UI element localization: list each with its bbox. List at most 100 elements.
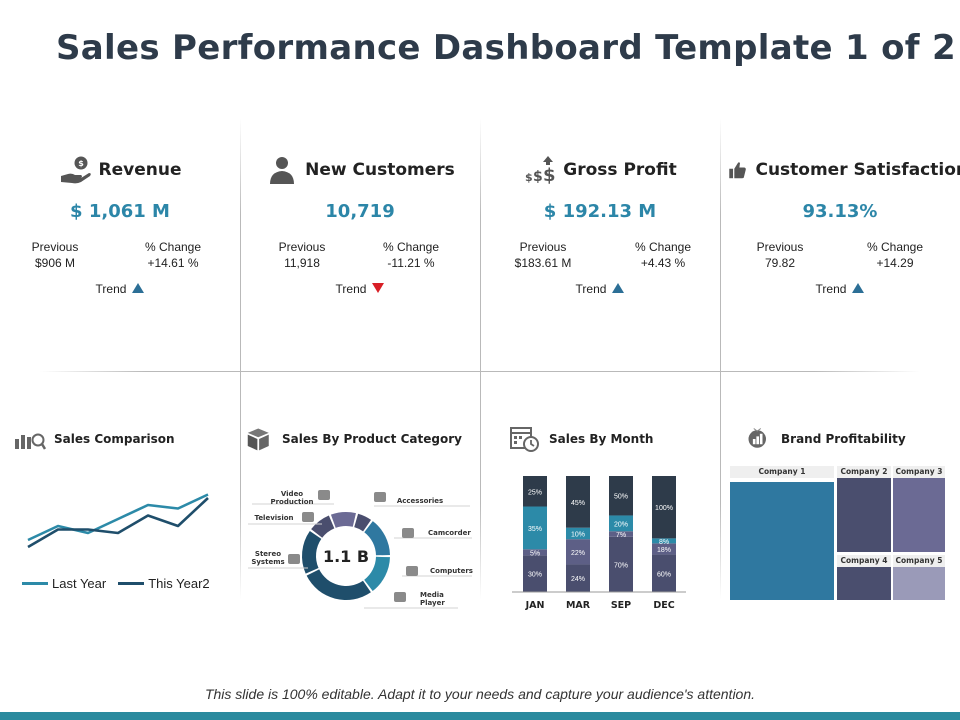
- treemap-company-4: Company 4: [837, 555, 891, 600]
- video-camera-icon: [318, 490, 330, 500]
- company-label: Company 2: [837, 466, 891, 478]
- legend-swatch: [118, 582, 145, 585]
- bar-segment: [652, 543, 676, 555]
- person-icon: [270, 157, 295, 184]
- change-value: +14.61 %: [147, 256, 199, 270]
- sales-by-month-chart: 30% 5% 35% 25% JAN 24% 22% 10% 45% MAR 70% 7% 20% 50%…: [512, 476, 686, 611]
- bulb-chart-icon: [748, 428, 766, 448]
- donut-slice: [311, 515, 335, 538]
- bar-value-label: 35%: [528, 526, 542, 533]
- month-tick-label: MAR: [566, 600, 591, 611]
- series-line-last-year: [27, 493, 209, 542]
- donut-slice: [364, 556, 390, 591]
- donut-center-label: 1.1 B: [323, 547, 369, 566]
- sales-comparison-chart: [27, 493, 209, 549]
- divider: [240, 118, 241, 600]
- panel-title: Sales By Product Category: [282, 432, 462, 446]
- bar-segment: [523, 549, 547, 556]
- brand-profitability-treemap: Company 1 Company 2 Company 3 Company 4 …: [730, 466, 945, 600]
- previous-value: $906 M: [34, 256, 76, 270]
- calendar-clock-icon: [510, 427, 539, 452]
- sales-by-category-chart: 1.1 B Video Production Television Stereo Syst…: [248, 490, 473, 609]
- trend-label: Trend: [95, 282, 127, 296]
- legend-this-year: This Year2: [148, 576, 210, 591]
- category-label: Stereo Systems: [251, 550, 284, 566]
- bar-segment: [609, 536, 633, 592]
- donut-slice: [306, 569, 371, 600]
- svg-text:$: $: [78, 159, 84, 168]
- bar-segment: [523, 476, 547, 507]
- previous-label: Previous: [519, 240, 567, 254]
- change-label: % Change: [382, 240, 440, 254]
- company-label: Company 1: [730, 466, 834, 478]
- legend-last-year: Last Year: [52, 576, 107, 591]
- previous-label: Previous: [278, 240, 326, 254]
- bar-value-label: 70%: [614, 562, 628, 569]
- trend-up-icon: [852, 283, 865, 293]
- bar-segment: [652, 476, 676, 539]
- chart-legend: Last Year This Year2: [22, 576, 210, 591]
- category-label: Camcorder: [428, 529, 471, 537]
- kpi-title: Revenue: [98, 160, 182, 180]
- change-value: -11.21 %: [387, 256, 435, 270]
- divider: [480, 118, 481, 600]
- donut-slice: [354, 513, 372, 532]
- previous-label: Previous: [31, 240, 79, 254]
- panel-header: Sales By Month: [509, 425, 653, 453]
- trend-down-icon: [372, 283, 385, 293]
- treemap-block: [837, 478, 891, 552]
- thumbs-up-icon: [729, 162, 746, 179]
- kpi-gross-profit: $ $ $ Gross Profit $ 192.13 M Previous $1…: [480, 150, 720, 310]
- bar-value-label: 25%: [528, 489, 542, 496]
- bar-segment: [566, 539, 590, 565]
- panel-title: Sales Comparison: [54, 432, 175, 446]
- footer-bar: [0, 712, 960, 720]
- series-line-this-year: [27, 497, 209, 549]
- treemap-company-5: Company 5: [893, 555, 945, 600]
- category-label: Video Production: [270, 490, 313, 506]
- divider: [40, 371, 920, 372]
- month-tick-label: DEC: [653, 600, 674, 611]
- bar-segment: [566, 527, 590, 540]
- trend-label: Trend: [335, 282, 367, 296]
- donut-slice: [364, 521, 390, 556]
- divider: [720, 118, 721, 600]
- bar-value-label: 22%: [571, 550, 585, 557]
- month-tick-label: SEP: [611, 600, 631, 611]
- svg-text:$: $: [533, 169, 543, 185]
- kpi-value: 93.13%: [802, 201, 878, 222]
- svg-text:$: $: [543, 165, 556, 185]
- legend-swatch: [22, 582, 48, 585]
- month-tick-label: JAN: [525, 600, 545, 611]
- bar-segment: [652, 538, 676, 544]
- treemap-company-2: Company 2: [837, 466, 891, 552]
- bar-segment: [566, 564, 590, 592]
- bar-value-label: 50%: [614, 494, 628, 501]
- kpi-value: 10,719: [325, 201, 395, 222]
- camcorder-icon: [402, 528, 414, 538]
- donut-slice: [302, 530, 322, 574]
- treemap-block: [730, 482, 834, 600]
- bar-value-label: 5%: [530, 550, 540, 557]
- previous-value: 79.82: [764, 256, 796, 270]
- company-label: Company 3: [893, 466, 945, 478]
- bar-value-label: 8%: [659, 539, 669, 546]
- category-label: Television: [254, 514, 293, 522]
- company-label: Company 5: [893, 555, 945, 567]
- kpi-value: $ 192.13 M: [543, 201, 657, 222]
- category-label: Accessories: [397, 497, 443, 505]
- footer-note: This slide is 100% editable. Adapt it to…: [204, 686, 756, 702]
- kpi-title: Customer Satisfaction: [755, 160, 960, 180]
- chart-search-icon: [15, 433, 46, 450]
- donut-slice: [330, 512, 356, 528]
- bar-segment: [566, 476, 590, 528]
- trend-up-icon: [612, 283, 625, 293]
- bar-value-label: 45%: [571, 500, 585, 507]
- svg-text:$: $: [525, 171, 533, 184]
- box-icon: [247, 428, 269, 451]
- speakers-icon: [288, 554, 300, 564]
- kpi-revenue: $ Revenue $ 1,061 M Previous $906 M % Cha…: [0, 150, 240, 310]
- treemap-block: [893, 567, 945, 600]
- panel-title: Sales By Month: [549, 432, 654, 446]
- bar-segment: [609, 515, 633, 532]
